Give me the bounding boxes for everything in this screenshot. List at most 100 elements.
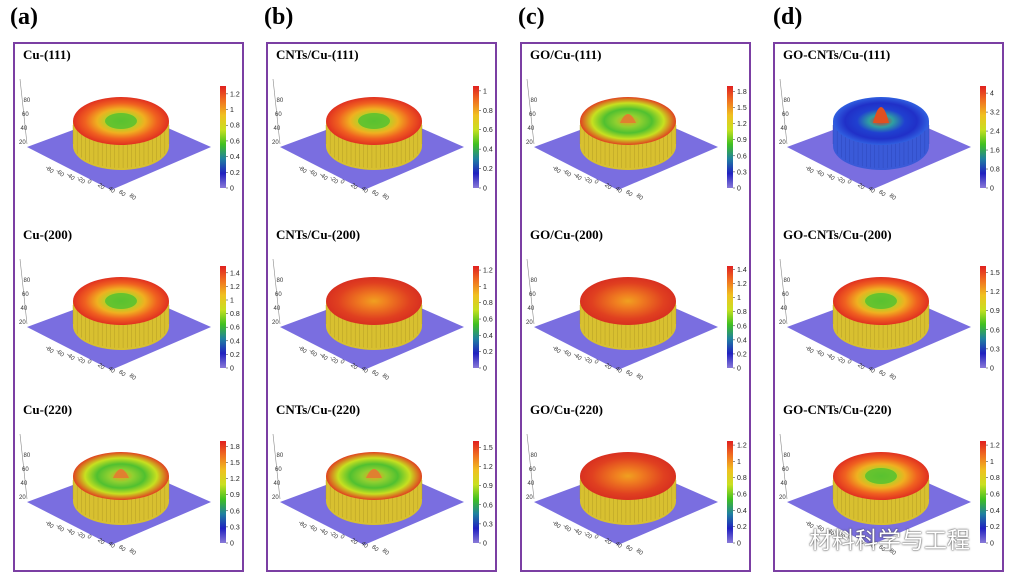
axis-tick-label: 40 (614, 541, 623, 550)
axis-tick-label: 20 (856, 362, 865, 371)
axis-tick-label: 0 (593, 359, 600, 366)
axis-tick-label: 80 (277, 98, 284, 104)
axis-tick-label: 60 (624, 544, 633, 553)
colorbar-tick-label: 1.2 (483, 268, 493, 275)
surface-top (580, 452, 676, 500)
watermark: 材料科学与工程 (775, 522, 985, 554)
surface-plot-panel: CNTs/Cu-(200) 20 40 60 80 -80 -60 -40 -20 0 20 40 60… (268, 224, 495, 400)
colorbar-tick-label: 0.6 (230, 508, 240, 515)
surface-plot-panel: GO-CNTs/Cu-(111) 20 40 60 80 -80 -60 -40 -20 0 20 4… (775, 44, 1002, 220)
axis-tick-label: 20 (779, 495, 786, 501)
axis-tick-label: 80 (128, 373, 137, 382)
colorbar-tick-label: 0.2 (230, 352, 240, 359)
axis-tick-label: 0 (593, 534, 600, 541)
colorbar-tick-label: 0.6 (483, 317, 493, 324)
axis-tick-label: 20 (526, 320, 533, 326)
axis-tick-label: 60 (22, 292, 29, 298)
colorbar-tick-label: 4 (990, 91, 994, 98)
axis-tick-label: -80 (297, 165, 308, 176)
axis-tick-label: 80 (531, 453, 538, 459)
axis-tick-label: -20 (835, 175, 846, 186)
colorbar-tick-label: 0.6 (737, 153, 747, 160)
axis-tick-label: -20 (582, 530, 593, 541)
axis-tick-label: -20 (328, 530, 339, 541)
colorbar-tick-label: 0.4 (737, 508, 747, 515)
axis-tick-label: 40 (360, 186, 369, 195)
axis-tick-label: -20 (328, 355, 339, 366)
colorbar-tick-label: 0.6 (990, 492, 1000, 499)
colorbar-tick-label: 0.6 (230, 325, 240, 332)
colorbar-tick-label: 0.6 (230, 138, 240, 145)
colorbar (473, 266, 479, 368)
axis-tick-label: -60 (307, 168, 318, 179)
colorbar-tick-label: 0.3 (990, 346, 1000, 353)
axis-tick-label: 80 (277, 453, 284, 459)
axis-tick-label: 80 (381, 373, 390, 382)
axis-tick-label: 20 (856, 537, 865, 546)
axis-tick-label: 20 (856, 182, 865, 191)
axis-tick-label: 40 (107, 541, 116, 550)
surface-plot-panel: Cu-(200) 20 40 60 80 -80 -60 -40 -20 0 20 40 60 80 1.4… (15, 224, 242, 400)
axis-tick-label: -20 (75, 355, 86, 366)
axis-tick-label: -80 (44, 345, 55, 356)
axis-line (526, 433, 535, 500)
axis-tick-label: -80 (804, 345, 815, 356)
axis-tick-label: 40 (21, 306, 28, 312)
surface-dip (358, 113, 390, 129)
colorbar-tick-label: 1 (737, 459, 741, 466)
axis-tick-label: 20 (96, 537, 105, 546)
column-frame: CNTs/Cu-(111) 20 40 60 80 -80 -60 -40 -20 0 20 40 60… (266, 42, 497, 572)
axis-tick-label: 40 (614, 186, 623, 195)
colorbar-tick-label: 0.2 (483, 349, 493, 356)
colorbar-tick-label: 0.8 (990, 475, 1000, 482)
colorbar-tick-label: 0.8 (483, 300, 493, 307)
colorbar-tick-label: 0.2 (737, 351, 747, 358)
colorbar (473, 441, 479, 543)
axis-tick-label: 0 (339, 534, 346, 541)
colorbar-tick-label: 1.8 (737, 89, 747, 96)
axis-line (19, 78, 28, 145)
surface-top (580, 277, 676, 325)
surface-peak (620, 114, 636, 123)
panel-title: GO-CNTs/Cu-(111) (783, 47, 891, 62)
column-label: (b) (264, 4, 294, 30)
colorbar (473, 86, 479, 188)
colorbar-tick-label: 0 (990, 186, 994, 193)
column-label: (c) (518, 4, 545, 30)
axis-tick-label: -60 (307, 523, 318, 534)
axis-tick-label: 20 (272, 495, 279, 501)
axis-tick-label: 0 (846, 359, 853, 366)
axis-tick-label: 60 (782, 112, 789, 118)
axis-tick-label: 80 (531, 98, 538, 104)
axis-tick-label: -60 (54, 168, 65, 179)
panel-title: Cu-(220) (23, 402, 73, 417)
colorbar-tick-label: 0.8 (737, 309, 747, 316)
axis-tick-label: 80 (24, 98, 31, 104)
colorbar-tick-label: 1.5 (737, 105, 747, 112)
axis-tick-label: 40 (107, 186, 116, 195)
colorbar-tick-label: 0.9 (990, 308, 1000, 315)
axis-line (779, 433, 788, 500)
surface-peak (873, 107, 889, 123)
axis-tick-label: 80 (277, 278, 284, 284)
colorbar-tick-label: 0 (483, 541, 487, 548)
axis-tick-label: 80 (128, 193, 137, 202)
axis-tick-label: 60 (782, 467, 789, 473)
axis-tick-label: -40 (572, 352, 583, 363)
colorbar-tick-label: 1.2 (483, 464, 493, 471)
axis-tick-label: 60 (529, 467, 536, 473)
axis-tick-label: 40 (528, 306, 535, 312)
axis-tick-label: -40 (318, 352, 329, 363)
axis-line (526, 78, 535, 145)
colorbar-tick-label: 0.6 (483, 502, 493, 509)
colorbar-tick-label: 1 (230, 107, 234, 114)
axis-tick-label: 80 (784, 278, 791, 284)
colorbar-tick-label: 0.2 (737, 524, 747, 531)
axis-tick-label: 20 (526, 495, 533, 501)
axis-tick-label: 60 (117, 189, 126, 198)
